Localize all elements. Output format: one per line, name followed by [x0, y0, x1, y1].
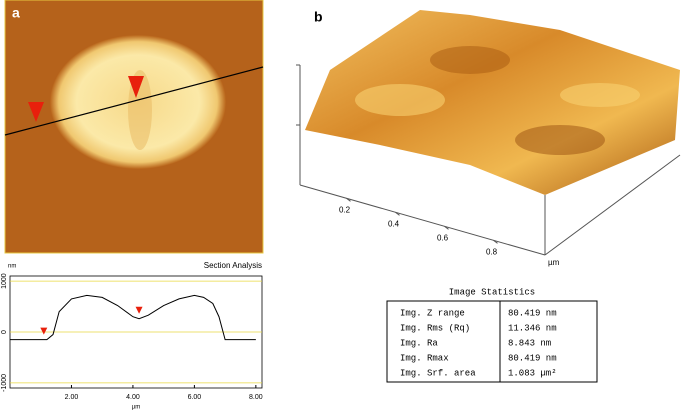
x-tick-label: 6.00 — [188, 394, 202, 401]
x-tick-label: 8.00 — [249, 394, 263, 401]
x-tick-label: 2.00 — [65, 394, 79, 401]
surface-feature — [355, 84, 445, 116]
surface-tick — [493, 239, 498, 244]
table-cell: 80.419 nm — [508, 353, 557, 363]
y-tick-label: 0 — [1, 330, 8, 334]
table-cell: 80.419 nm — [508, 308, 557, 318]
table-cell: Img. Rms (Rq) — [400, 323, 470, 333]
surface-tick — [346, 197, 351, 202]
axis — [544, 154, 681, 256]
x-tick-label: 4.00 — [126, 394, 140, 401]
axis — [299, 184, 546, 256]
table-cell: 1.083 µm² — [508, 368, 557, 378]
surface-feature — [560, 83, 640, 107]
surface-tick-label: 0.6 — [437, 233, 449, 242]
table-cell: 8.843 nm — [508, 338, 551, 348]
surface-feature — [430, 46, 510, 74]
y-tick-label: 1000 — [1, 273, 8, 289]
panel-label: b — [314, 9, 323, 25]
table-cell: Img. Rmax — [400, 353, 449, 363]
surface-feature — [515, 125, 605, 155]
marker — [128, 76, 144, 98]
profile-line — [10, 294, 256, 341]
table-cell: 11.346 nm — [508, 323, 557, 333]
table-title: Image Statistics — [449, 287, 535, 297]
surface-tick — [444, 225, 449, 230]
table-cell: Img. Ra — [400, 338, 438, 348]
marker — [28, 102, 44, 122]
y-unit: nm — [8, 264, 16, 270]
surface-tick-label: 0.8 — [486, 247, 498, 256]
section-marker — [40, 327, 48, 335]
surface-tick-label: 0.4 — [388, 219, 400, 228]
x-label: µm — [132, 405, 140, 411]
section-line — [4, 66, 264, 136]
table-box — [386, 300, 598, 383]
panel-label: a — [12, 5, 20, 21]
surface-tick — [395, 211, 400, 216]
table-cell: Img. Srf. area — [400, 368, 476, 378]
table-cell: Img. Z range — [400, 308, 465, 318]
y-tick-label: -1000 — [1, 374, 8, 392]
surface-unit: µm — [548, 258, 560, 267]
section-marker — [135, 306, 143, 314]
chart-title: Section Analysis — [204, 261, 262, 270]
surface-tick-label: 0.2 — [339, 205, 351, 214]
